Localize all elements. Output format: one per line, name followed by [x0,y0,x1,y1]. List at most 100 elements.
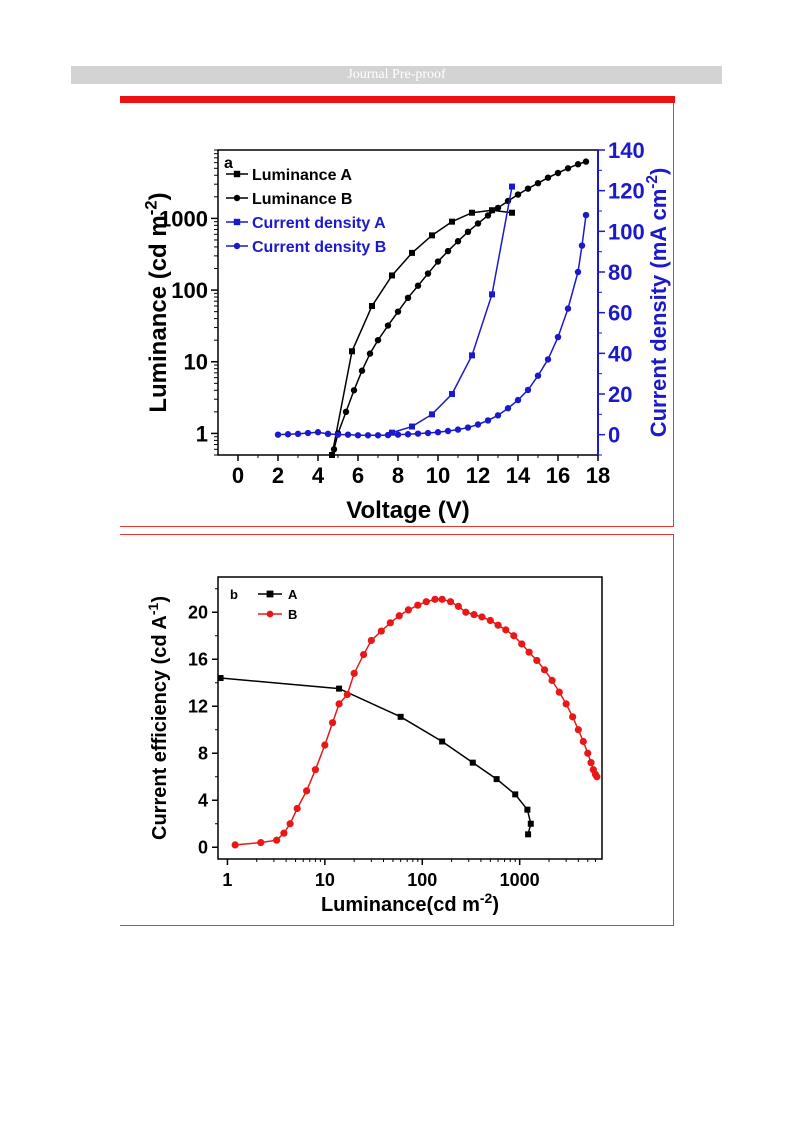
chart-a-data-point [464,228,472,236]
chart-b-data-point [311,766,320,774]
chart-b-data-point [574,726,582,734]
chart-a-data-point [424,429,432,437]
chart-b-legend-marker [266,610,274,618]
journal-header-text: Journal Pre-proof [347,67,446,82]
chart-b-data-point [328,719,337,727]
chart-b-data-point [280,829,288,837]
chart-a-data-point [389,429,395,436]
chart-a-x-axis-label: Voltage (V) [346,497,470,524]
chart-a-data-point [366,350,374,357]
chart-b-legend-label: A [288,587,298,602]
chart-b-data-point [569,713,577,721]
chart-a-data-point [534,179,542,187]
chart-b-data-point [502,626,510,634]
chart-a-data-point [384,322,392,329]
chart-a-data-point [494,204,502,212]
chart-a-data-point [409,249,415,256]
chart-a-data-point [544,356,552,363]
chart-b-data-point [478,613,486,621]
chart-a-y2-tick-label: 20 [608,382,632,407]
chart-a-series-4 [274,211,590,439]
chart-b-data-point [321,741,329,749]
chart-b-data-point [350,669,358,677]
chart-a-data-point [350,387,358,394]
chart-a-data-point [409,423,415,430]
chart-a-x-tick-label: 4 [312,463,325,488]
chart-a-data-point [304,429,312,437]
chart-a-data-point [524,185,532,192]
chart-a-data-point [358,367,366,374]
chart-b-data-point [525,831,532,838]
chart-a-x-tick-label: 14 [506,463,531,488]
chart-b-data-point [533,656,541,665]
chart-b-legend-label: B [288,607,297,622]
chart-b-series-1 [217,675,534,838]
chart-b-panel-label: b [230,587,238,602]
chart-a-data-point [404,294,412,302]
chart-a-data-point [374,432,382,439]
chart-a-data-point [354,432,362,439]
chart-b-data-point [579,737,587,746]
chart-a-data-point [394,431,402,438]
chart-a-x-tick-label: 18 [586,463,610,488]
chart-b-data-point [555,688,563,696]
chart-a-data-point [334,431,342,438]
chart-a-series-3 [389,183,515,436]
chart-a-data-point [374,336,382,344]
chart-b-y-tick-label: 20 [188,602,208,622]
chart-a-data-point [574,161,582,168]
chart-b-data-point [512,791,519,798]
chart-a-series-line [333,160,587,450]
chart-a-data-point [274,431,282,438]
chart-a-data-point [582,158,590,165]
chart-b-data-point [395,612,403,620]
chart-a-data-point [464,424,472,431]
chart-a-x-tick-label: 10 [426,463,450,488]
chart-a-y-tick-label: 1 [196,421,208,446]
chart-a-data-point [489,291,495,298]
chart-b-data-point [593,773,601,781]
chart-b-data-point [540,666,549,674]
chart-a-data-point [474,421,482,428]
chart-a-data-point [514,396,522,404]
chart-a-y2-tick-label: 0 [608,423,620,448]
chart-a-legend-label: Current density B [252,239,386,256]
chart-b-data-point [469,759,476,766]
chart-b-y-tick-label: 16 [188,649,208,669]
chart-a-data-point [469,352,475,359]
chart-a-y2-tick-label: 100 [608,219,645,244]
chart-b-series-line [235,598,598,846]
chart-b-data-point [562,700,570,708]
chart-b-data-point [367,636,375,645]
chart-a-data-point [344,431,352,438]
chart-a-svg: 0 2 4 6 8 10 12 14 16 18 1 10 100 1000 0 20 40 60 80 100 120… [141,138,671,524]
chart-b-x-tick-label: 1 [222,870,232,890]
journal-header-bar: Journal Pre-proof [71,66,722,84]
chart-a-data-point [524,386,532,394]
chart-a-data-point [314,429,322,436]
chart-b-data-point [439,738,446,745]
figure-panel-a: 0 2 4 6 8 10 12 14 16 18 1 10 100 1000 0 20 40 60 80 100 120… [120,103,674,527]
chart-a-data-point [444,247,452,255]
chart-b-data-point [343,690,351,699]
chart-a-data-point [514,191,522,198]
chart-b-legend-marker [266,590,274,598]
chart-b-data-point [493,776,500,783]
chart-a-legend-label: Luminance B [252,191,352,208]
chart-b-data-point [257,838,265,847]
chart-a-x-tick-label: 12 [466,463,490,488]
chart-a-legend-marker [233,242,241,250]
chart-b-data-point [524,806,531,813]
chart-b-data-point [587,759,595,767]
chart-a-legend-marker [233,194,241,202]
chart-a-data-point [429,232,435,239]
chart-b-data-point [360,650,368,659]
chart-b-y-tick-label: 0 [198,837,208,857]
chart-a-data-point [454,426,462,433]
chart-a-y2-tick-label: 80 [608,260,632,285]
chart-a-y-axis-label: Luminance (cd m-2) [141,192,172,412]
chart-a-data-point [434,429,442,436]
chart-b-data-point [386,619,394,627]
chart-a-data-point [474,220,482,227]
chart-a-legend-marker [233,170,241,178]
